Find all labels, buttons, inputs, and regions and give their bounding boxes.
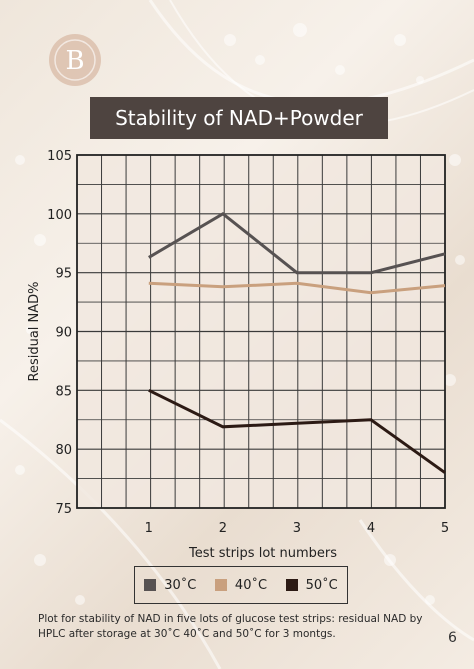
y-tick-label: 85 [55, 384, 72, 399]
chart-legend: 30˚C 40˚C 50˚C [134, 566, 348, 604]
x-tick-label: 4 [367, 521, 375, 536]
line-chart: 75 80 85 90 95 100 105 1 2 3 4 5 Residual NAD% Test s… [27, 149, 449, 560]
legend-label: 40˚C [234, 577, 268, 593]
x-tick-label: 2 [219, 521, 227, 536]
svg-text:B: B [65, 46, 84, 76]
legend-swatch [144, 579, 157, 591]
company-logo: B [49, 34, 101, 86]
y-tick-label: 90 [55, 326, 72, 341]
legend-label: 30˚C [164, 577, 197, 593]
legend-swatch [214, 579, 227, 591]
y-axis-label: Residual NAD% [27, 281, 42, 381]
y-tick-label: 80 [55, 443, 72, 458]
x-tick-label: 5 [441, 521, 449, 536]
y-tick-label: 105 [47, 149, 72, 164]
x-tick-label: 1 [145, 521, 153, 536]
y-tick-label: 95 [55, 267, 72, 282]
legend-swatch [285, 579, 298, 591]
legend-item-3: 50˚C [285, 577, 338, 593]
legend-item-1: 30˚C [144, 578, 196, 593]
chart-title: Stability of NAD+Powder [90, 97, 388, 139]
plot-frame [76, 154, 446, 509]
page-number: 6 [448, 630, 457, 646]
legend-item-2: 40˚C [214, 577, 268, 593]
x-tick-label: 3 [293, 521, 301, 536]
y-tick-label: 100 [47, 208, 72, 223]
y-tick-label: 75 [55, 502, 72, 517]
legend-label: 50˚C [305, 577, 338, 593]
x-axis-label: Test strips lot numbers [188, 546, 337, 560]
figure-caption: Plot for stability of NAD in five lots o… [38, 613, 423, 640]
series-line-2 [148, 281, 446, 295]
series-line-3 [148, 388, 446, 474]
series-line-1 [148, 211, 446, 275]
